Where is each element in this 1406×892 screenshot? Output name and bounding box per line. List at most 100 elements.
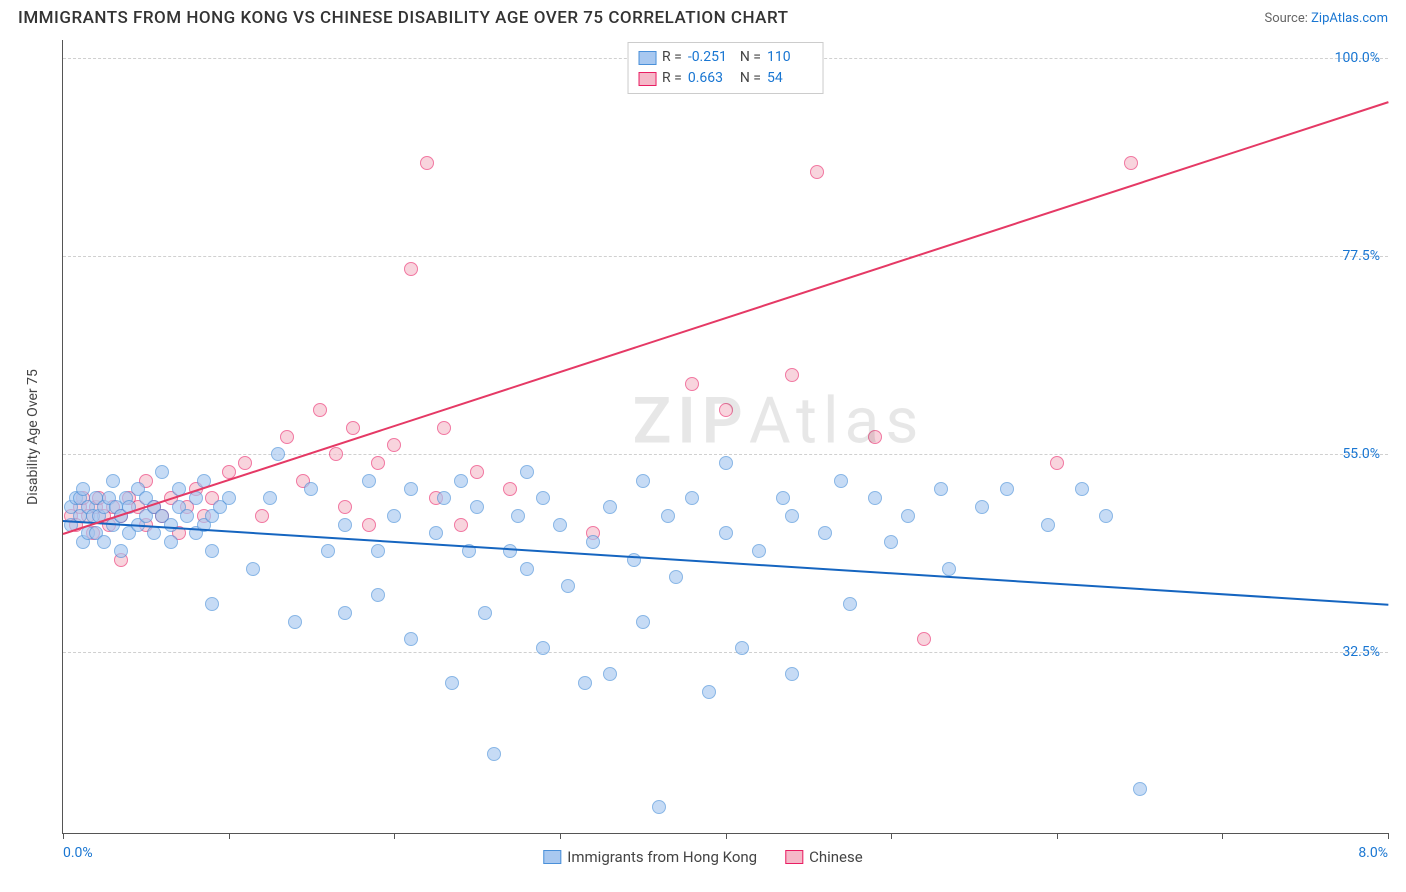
data-point	[205, 544, 219, 558]
n-label: N =	[740, 47, 761, 68]
data-point	[470, 465, 484, 479]
data-point	[1099, 509, 1113, 523]
data-point	[437, 421, 451, 435]
data-point	[338, 606, 352, 620]
n-value-series1: 110	[767, 47, 813, 68]
data-point	[719, 456, 733, 470]
y-axis-label: Disability Age Over 75	[25, 369, 41, 505]
data-point	[205, 597, 219, 611]
data-point	[338, 500, 352, 514]
data-point	[884, 535, 898, 549]
data-point	[76, 482, 90, 496]
y-tick-label: 77.5%	[1342, 248, 1380, 264]
chart-title: IMMIGRANTS FROM HONG KONG VS CHINESE DIS…	[18, 8, 788, 28]
x-tick	[891, 833, 892, 839]
legend-label-series1: Immigrants from Hong Kong	[567, 848, 757, 866]
data-point	[429, 526, 443, 540]
data-point	[719, 526, 733, 540]
data-point	[371, 456, 385, 470]
data-point	[685, 377, 699, 391]
data-point	[843, 597, 857, 611]
trend-line	[63, 102, 1389, 536]
data-point	[520, 465, 534, 479]
data-point	[776, 491, 790, 505]
data-point	[114, 544, 128, 558]
data-point	[834, 474, 848, 488]
source-label: Source:	[1264, 11, 1311, 26]
data-point	[503, 482, 517, 496]
data-point	[901, 509, 915, 523]
swatch-series2	[785, 850, 803, 864]
data-point	[387, 438, 401, 452]
data-point	[752, 544, 766, 558]
legend-item-series1: Immigrants from Hong Kong	[543, 848, 757, 866]
r-value-series2: 0.663	[688, 68, 734, 89]
watermark: ZIPAtlas	[633, 383, 925, 458]
data-point	[685, 491, 699, 505]
n-label: N =	[740, 68, 761, 89]
data-point	[636, 474, 650, 488]
data-point	[362, 474, 376, 488]
y-tick-label: 55.0%	[1342, 446, 1380, 462]
legend-item-series2: Chinese	[785, 848, 863, 866]
data-point	[404, 482, 418, 496]
gridline	[63, 652, 1388, 653]
data-point	[487, 747, 501, 761]
data-point	[470, 500, 484, 514]
data-point	[371, 544, 385, 558]
bottom-legend: Immigrants from Hong Kong Chinese	[543, 848, 862, 866]
data-point	[511, 509, 525, 523]
x-tick	[1222, 833, 1223, 839]
x-tick	[1388, 833, 1389, 839]
data-point	[246, 562, 260, 576]
stats-row-series2: R = 0.663 N = 54	[638, 68, 813, 89]
data-point	[97, 535, 111, 549]
swatch-series1	[543, 850, 561, 864]
data-point	[478, 606, 492, 620]
swatch-series2	[638, 72, 656, 86]
chart-area: Disability Age Over 75 ZIPAtlas R = -0.2…	[18, 40, 1388, 874]
data-point	[263, 491, 277, 505]
data-point	[636, 615, 650, 629]
data-point	[371, 588, 385, 602]
data-point	[387, 509, 401, 523]
data-point	[106, 474, 120, 488]
data-point	[942, 562, 956, 576]
data-point	[222, 491, 236, 505]
data-point	[536, 491, 550, 505]
data-point	[785, 368, 799, 382]
data-point	[288, 615, 302, 629]
x-tick	[229, 833, 230, 839]
source-link[interactable]: ZipAtlas.com	[1311, 11, 1388, 26]
data-point	[818, 526, 832, 540]
r-value-series1: -0.251	[688, 47, 734, 68]
data-point	[271, 447, 285, 461]
data-point	[180, 509, 194, 523]
data-point	[669, 570, 683, 584]
data-point	[321, 544, 335, 558]
data-point	[338, 518, 352, 532]
data-point	[868, 430, 882, 444]
x-tick	[1057, 833, 1058, 839]
data-point	[719, 403, 733, 417]
data-point	[553, 518, 567, 532]
r-label: R =	[662, 47, 682, 68]
data-point	[454, 518, 468, 532]
r-label: R =	[662, 68, 682, 89]
data-point	[520, 562, 534, 576]
data-point	[304, 482, 318, 496]
data-point	[420, 156, 434, 170]
data-point	[1041, 518, 1055, 532]
data-point	[454, 474, 468, 488]
data-point	[661, 509, 675, 523]
data-point	[934, 482, 948, 496]
data-point	[652, 800, 666, 814]
data-point	[437, 491, 451, 505]
x-tick	[63, 833, 64, 839]
gridline	[63, 256, 1388, 257]
data-point	[362, 518, 376, 532]
data-point	[785, 667, 799, 681]
x-axis-max-label: 8.0%	[1358, 845, 1388, 861]
data-point	[603, 667, 617, 681]
data-point	[404, 262, 418, 276]
